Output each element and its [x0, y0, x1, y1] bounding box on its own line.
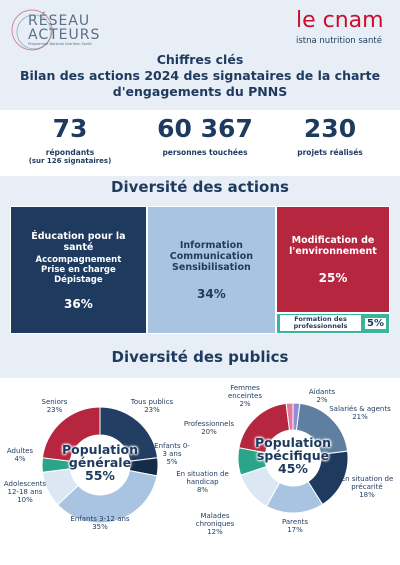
slice-label: Tous publics 23%: [127, 398, 177, 414]
treemap-detail: Prise en charge: [41, 264, 116, 275]
slice-name: Femmes enceintes: [228, 384, 262, 400]
slice-label: Parents 17%: [270, 518, 320, 534]
treemap-detail: Accompagnement: [35, 254, 122, 265]
stat-value: 60 367: [157, 114, 253, 143]
slice-value: 2%: [239, 400, 251, 408]
donut-center-label: Population générale: [61, 442, 139, 470]
slice-value: 2%: [316, 396, 328, 404]
slice-name: Enfants 0-3 ans: [154, 442, 190, 458]
stat-note: (sur 126 signataires): [28, 157, 112, 165]
slice-value: 23%: [144, 406, 160, 414]
treemap-cell: Formation des professionnels 5%: [276, 312, 390, 334]
donut-slice: [41, 406, 101, 462]
slice-name: Professionnels: [183, 420, 235, 428]
logo-right-tagline: istna nutrition santé: [296, 36, 382, 46]
stat-label: personnes touchées: [162, 148, 248, 157]
logo-line: RÉSEAU: [28, 13, 91, 29]
slice-value: 4%: [14, 455, 26, 463]
donut-center-value: 55%: [85, 468, 115, 483]
slice-name: En situation de précarité: [340, 475, 394, 491]
slice-name: Adolescents 12-18 ans: [3, 480, 47, 496]
slice-value: 21%: [352, 413, 368, 421]
slice-label: Seniors 23%: [32, 398, 77, 414]
subtitle: Bilan des actions 2024 des signataires d…: [19, 68, 381, 83]
slice-label: Aidants 2%: [305, 388, 339, 404]
slice-name: Malades chroniques: [195, 512, 235, 528]
slice-label: Femmes enceintes 2%: [220, 384, 270, 408]
treemap-label: Éducation pour la santé: [31, 230, 126, 253]
logo-line: ACTEURS: [28, 27, 101, 43]
treemap-cell: Information Communication Sensibilisatio…: [146, 206, 276, 334]
treemap-detail: Dépistage: [54, 274, 103, 285]
donut-slice: [285, 402, 294, 431]
stat-value: 73: [52, 114, 88, 143]
subtitle: d'engagements du PNNS: [112, 84, 288, 99]
slice-label: Adultes 4%: [0, 447, 40, 463]
stat-label: répondants: [45, 148, 95, 157]
donut-center-value: 45%: [278, 461, 308, 476]
slice-label: En situation de handicap 8%: [175, 470, 230, 494]
donut-center: Population générale 55%: [55, 443, 145, 482]
slice-name: Salariés & agents: [329, 405, 391, 413]
slice-label: En situation de précarité 18%: [332, 475, 400, 499]
slice-label: Enfants 3-12 ans 35%: [70, 515, 130, 531]
slice-name: En situation de handicap: [176, 470, 229, 486]
logo-right: le cnam: [296, 8, 384, 33]
slice-label: Adolescents 12-18 ans 10%: [0, 480, 50, 504]
slice-value: 20%: [201, 428, 217, 436]
slice-label: Salariés & agents 21%: [325, 405, 395, 421]
treemap-label: Information Communication Sensibilisatio…: [169, 240, 253, 273]
slice-value: 17%: [287, 526, 303, 534]
treemap-label: Modification de l'environnement: [289, 234, 377, 257]
slice-label: Malades chroniques 12%: [185, 512, 245, 536]
treemap-value: 25%: [318, 270, 348, 285]
logo-left: RÉSEAU ACTEURS Programme National Nutrit…: [28, 14, 100, 47]
title: Chiffres clés: [156, 52, 244, 67]
slice-value: 35%: [92, 523, 108, 531]
title-block: Chiffres clés Bilan des actions 2024 des…: [0, 52, 400, 100]
slice-name: Enfants 3-12 ans: [70, 515, 130, 523]
donut-center: Population spécifique 45%: [248, 436, 338, 475]
slice-value: 10%: [17, 496, 33, 504]
treemap-label: Formation des professionnels: [280, 315, 362, 332]
treemap-cell: Éducation pour la santé Accompagnement Pri…: [10, 206, 147, 334]
slice-value: 12%: [207, 528, 223, 536]
slice-value: 23%: [46, 406, 63, 414]
section-title: Diversité des actions: [111, 178, 289, 196]
slice-value: 5%: [166, 458, 178, 466]
section-title: Diversité des publics: [111, 348, 289, 366]
donut-slice: [57, 470, 158, 524]
stat-label: projets réalisés: [297, 148, 363, 157]
slice-name: Adultes: [6, 447, 34, 455]
treemap-value: 36%: [64, 296, 93, 311]
slice-name: Seniors: [41, 398, 68, 406]
treemap-cell: Modification de l'environnement 25%: [276, 206, 390, 313]
slice-label: Professionnels 20%: [183, 420, 235, 436]
slice-value: 8%: [196, 486, 209, 494]
donut-center-label: Population spécifique: [254, 435, 332, 463]
logo-tagline: Programme National Nutrition Santé: [28, 42, 92, 46]
slice-name: Parents: [281, 518, 309, 526]
treemap-value: 5%: [365, 317, 386, 329]
slice-name: Aidants: [308, 388, 336, 396]
treemap-value: 34%: [197, 287, 226, 301]
slice-name: Tous publics: [130, 398, 174, 406]
slice-label: Enfants 0-3 ans 5%: [153, 442, 191, 466]
slice-value: 18%: [359, 491, 375, 499]
stat-value: 230: [303, 114, 357, 143]
